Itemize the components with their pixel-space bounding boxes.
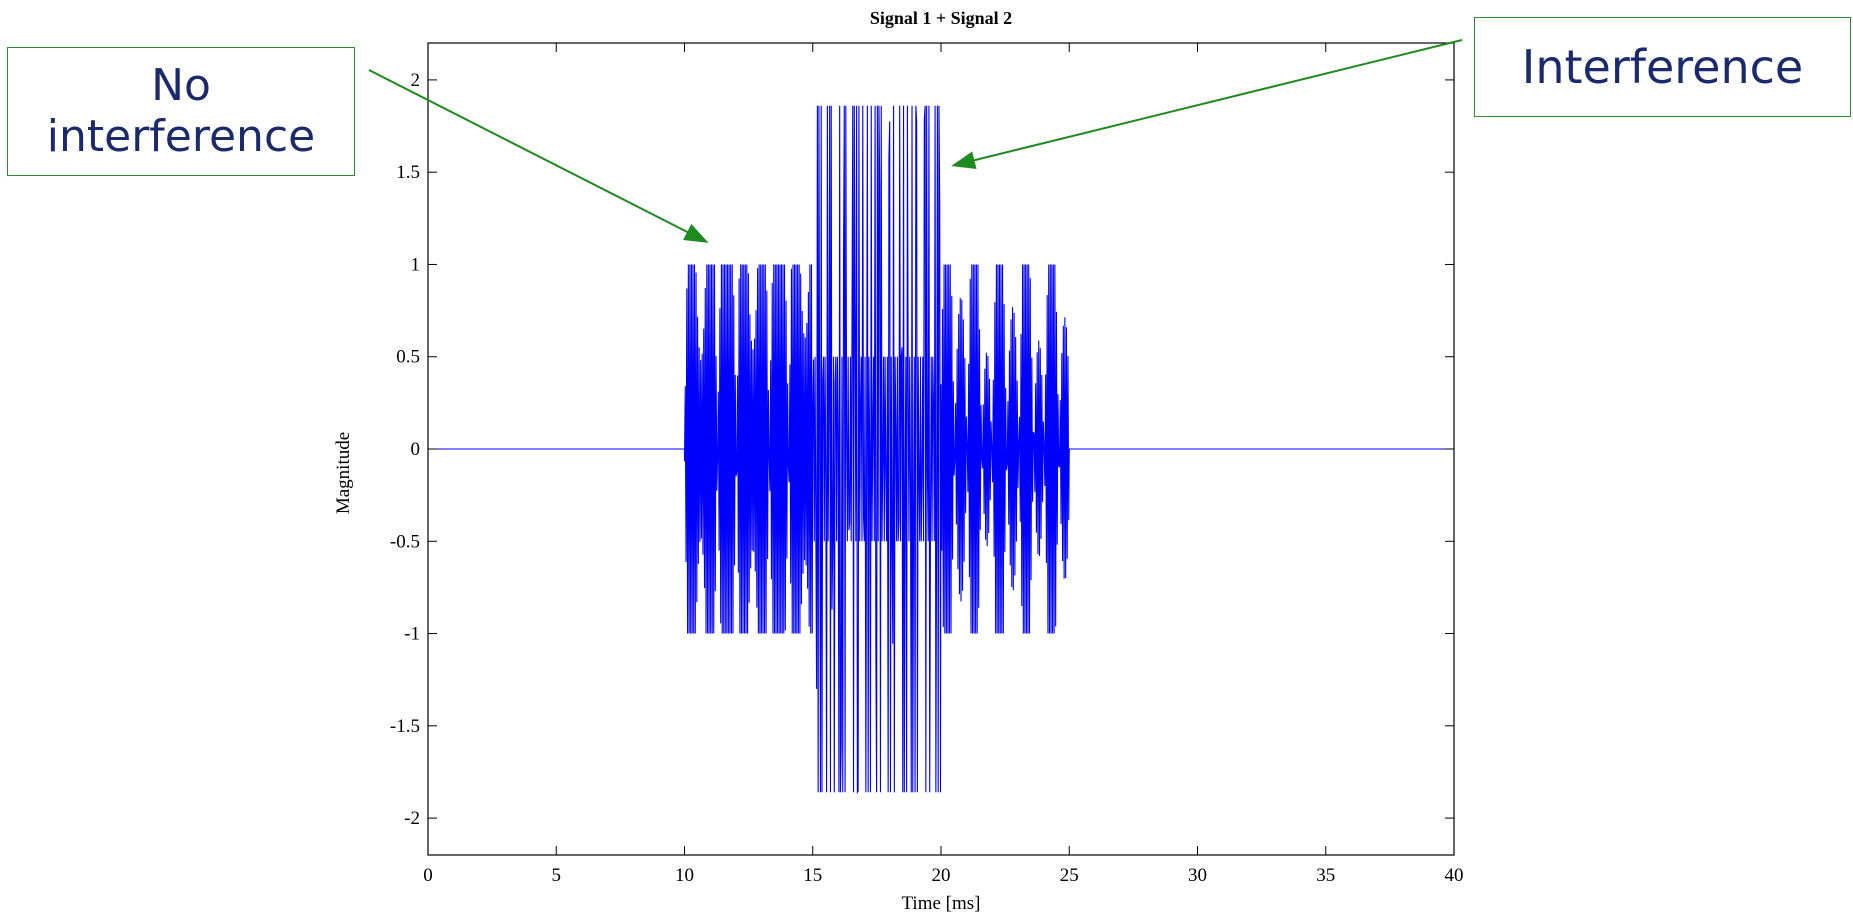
x-tick-label: 15 — [803, 865, 822, 886]
annotation-arrow-interference — [951, 39, 1463, 169]
x-tick-label: 20 — [932, 865, 951, 886]
axis-ticks — [427, 43, 1455, 855]
y-tick-label: 0.5 — [396, 347, 420, 368]
y-tick-label: 1 — [411, 254, 421, 275]
y-tick-label: 0 — [411, 439, 421, 460]
signal-line — [428, 105, 1454, 795]
x-tick-label: 35 — [1316, 865, 1335, 886]
signal-series — [428, 105, 1454, 795]
y-tick-labels: 2 1.5 1 0.5 0 -0.5 -1 -1.5 -2 — [390, 70, 420, 829]
chart-title: Signal 1 + Signal 2 — [870, 8, 1012, 28]
x-tick-label: 0 — [423, 865, 433, 886]
x-tick-label: 5 — [552, 865, 562, 886]
y-tick-label: -1.5 — [390, 716, 420, 737]
x-tick-labels: 0 5 10 15 20 25 30 35 40 — [423, 865, 1463, 886]
x-tick-label: 30 — [1188, 865, 1207, 886]
y-tick-label: -1 — [404, 624, 420, 645]
y-tick-label: 1.5 — [396, 162, 420, 183]
y-axis-label: Magnitude — [333, 432, 354, 514]
x-tick-label: 25 — [1060, 865, 1079, 886]
y-tick-label: 2 — [411, 70, 421, 91]
x-tick-label: 10 — [675, 865, 694, 886]
y-tick-label: -0.5 — [390, 531, 420, 552]
y-tick-label: -2 — [404, 808, 420, 829]
annotation-no-interference: No interference — [7, 47, 355, 176]
annotation-arrow-no-interference — [368, 69, 709, 243]
x-axis-label: Time [ms] — [901, 893, 980, 913]
x-tick-label: 40 — [1445, 865, 1464, 886]
annotation-interference: Interference — [1474, 17, 1851, 117]
